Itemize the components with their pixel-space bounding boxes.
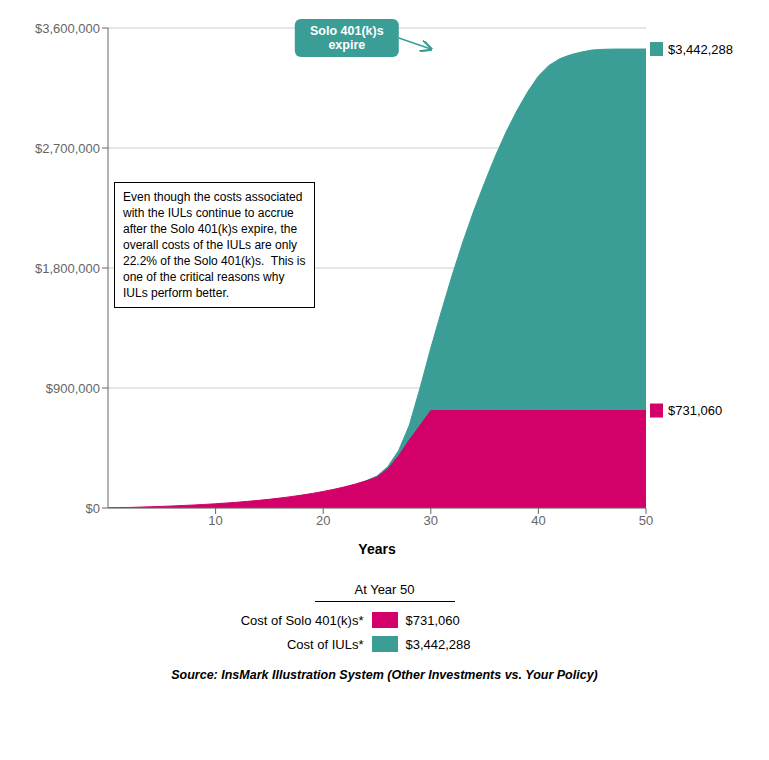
html-text:Source: InsMark Illustration S: Source: InsMark Illustration System (Oth…: [171, 668, 598, 682]
svg-text:$900,000: $900,000: [46, 381, 100, 396]
svg-text:$3,600,000: $3,600,000: [35, 21, 100, 36]
html-text:$731,060: $731,060: [405, 612, 460, 628]
svg-text:$2,700,000: $2,700,000: [35, 141, 100, 156]
svg-text:10: 10: [208, 513, 222, 528]
svg-text:40: 40: [531, 513, 545, 528]
svg-text:$1,800,000: $1,800,000: [35, 261, 100, 276]
html-text:$3,442,288: $3,442,288: [405, 636, 471, 652]
html-text:Cost of IULs*: Cost of IULs*: [286, 636, 364, 652]
svg-text:$0: $0: [86, 501, 100, 516]
html-text:Cost of Solo 401(k)s*: Cost of Solo 401(k)s*: [240, 612, 364, 628]
svg-text:$731,060: $731,060: [668, 403, 722, 418]
svg-text:20: 20: [316, 513, 330, 528]
svg-text:$3,442,288: $3,442,288: [668, 42, 733, 57]
html-text:Even though the costs associat: Even though the costs associated with th…: [123, 189, 306, 300]
svg-text:Solo 401(k)sexpire: Solo 401(k)sexpire: [310, 24, 384, 52]
svg-text:Years: Years: [358, 541, 396, 557]
svg-text:30: 30: [424, 513, 438, 528]
html-text:At Year 50: At Year 50: [354, 582, 415, 597]
svg-text:50: 50: [639, 513, 653, 528]
